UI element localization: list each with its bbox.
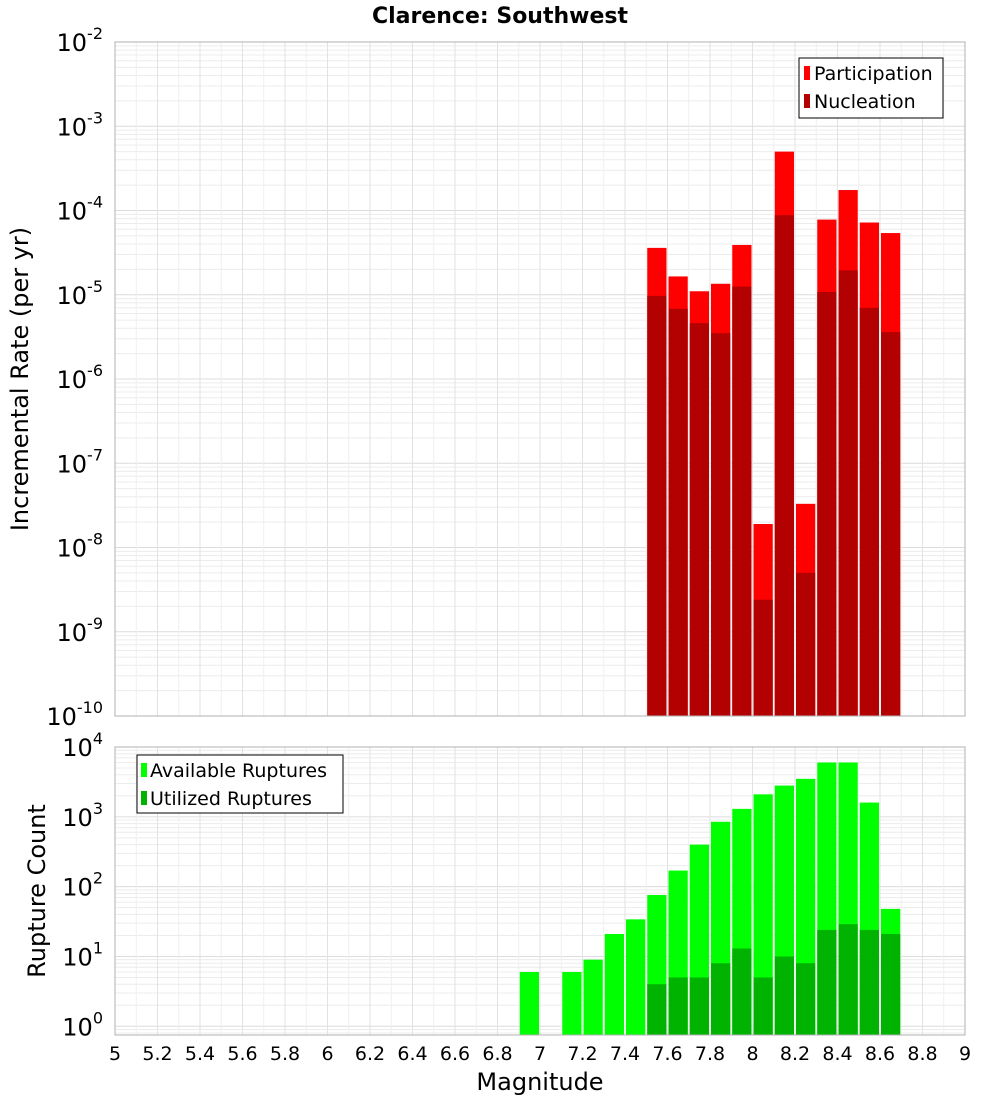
top-bar-nucleation xyxy=(796,572,816,716)
top-bar-nucleation xyxy=(732,286,752,716)
bottom-legend: Available Ruptures Utilized Ruptures xyxy=(136,754,344,814)
bottom-legend-box xyxy=(136,754,344,814)
bottom-y-axis-label: Rupture Count xyxy=(23,804,51,978)
bottom-bar-utilized-ruptures xyxy=(838,924,858,1035)
bottom-bar-utilized-ruptures xyxy=(753,977,773,1035)
legend-utilized-label: Utilized Ruptures xyxy=(150,788,312,810)
x-tick-label: 8.8 xyxy=(907,1043,937,1065)
bottom-bar-utilized-ruptures xyxy=(881,933,901,1035)
bottom-bar-utilized-ruptures xyxy=(689,977,709,1035)
top-panel: 10-10 10-9 10-8 10-7 10-6 10-5 10-4 10-3 10-2 In… xyxy=(6,24,966,731)
top-y-tick-label: 10-2 xyxy=(57,24,104,57)
top-grid xyxy=(114,41,966,717)
top-bar-nucleation xyxy=(647,295,667,716)
x-tick-label: 5 xyxy=(109,1043,121,1065)
x-tick-label: 6.6 xyxy=(440,1043,470,1065)
top-bar-nucleation xyxy=(859,307,879,716)
bottom-plot-border xyxy=(114,746,966,1036)
bottom-bar-available-ruptures xyxy=(519,971,539,1035)
x-tick-label: 8.4 xyxy=(822,1043,852,1065)
top-y-tick-label: 10-6 xyxy=(57,361,104,394)
x-tick-label: 6.8 xyxy=(482,1043,512,1065)
bottom-bar-available-ruptures xyxy=(583,959,603,1035)
x-tick-label: 7.4 xyxy=(610,1043,640,1065)
legend-utilized-swatch xyxy=(141,791,147,805)
x-tick-label: 8.6 xyxy=(865,1043,895,1065)
x-tick-label: 7.2 xyxy=(567,1043,597,1065)
bottom-y-tick-label: 100 xyxy=(62,1008,103,1041)
legend-participation-swatch xyxy=(804,66,810,80)
bottom-panel: 100 101 102 103 104 Rupture Count Available … xyxy=(23,729,966,1041)
legend-available-swatch xyxy=(141,763,147,777)
top-bar-nucleation xyxy=(838,270,858,716)
bottom-bar-utilized-ruptures xyxy=(774,956,794,1035)
bottom-y-tick-label: 102 xyxy=(62,869,103,902)
legend-available-label: Available Ruptures xyxy=(150,760,327,782)
top-y-tick-labels: 10-10 10-9 10-8 10-7 10-6 10-5 10-4 10-3 10-2 xyxy=(46,24,103,731)
top-bar-nucleation xyxy=(668,308,688,716)
chart-title: Clarence: Southwest xyxy=(372,4,629,29)
bottom-bar-utilized-ruptures xyxy=(711,963,731,1035)
bottom-bar-utilized-ruptures xyxy=(817,929,837,1035)
top-y-tick-label: 10-4 xyxy=(57,193,104,226)
top-bar-nucleation xyxy=(881,332,901,716)
top-y-tick-label: 10-7 xyxy=(57,445,104,478)
bottom-bar-available-ruptures xyxy=(604,933,624,1035)
bottom-bar-utilized-ruptures xyxy=(668,977,688,1035)
top-bar-nucleation xyxy=(711,333,731,716)
bottom-y-tick-label: 101 xyxy=(62,938,103,971)
bottom-y-tick-label: 104 xyxy=(62,729,103,762)
top-y-tick-label: 10-8 xyxy=(57,530,104,563)
top-y-tick-label: 10-9 xyxy=(57,614,104,647)
top-y-tick-label: 10-10 xyxy=(46,698,103,731)
legend-nucleation-label: Nucleation xyxy=(814,91,916,113)
x-axis-label: Magnitude xyxy=(476,1068,603,1096)
top-plot-border xyxy=(114,41,966,717)
bottom-y-tick-label: 103 xyxy=(62,799,103,832)
bottom-bar-utilized-ruptures xyxy=(732,948,752,1035)
x-tick-label: 6 xyxy=(321,1043,333,1065)
bottom-bar-utilized-ruptures xyxy=(796,963,816,1035)
x-tick-label: 8.2 xyxy=(780,1043,810,1065)
top-bar-nucleation xyxy=(689,323,709,716)
bottom-bar-available-ruptures xyxy=(626,919,646,1035)
top-legend-box xyxy=(798,57,944,119)
bottom-bar-available-ruptures xyxy=(562,971,582,1035)
top-legend: Participation Nucleation xyxy=(798,57,944,119)
bottom-bar-available-ruptures xyxy=(753,794,773,1035)
x-tick-label: 6.4 xyxy=(397,1043,427,1065)
x-tick-label: 5.8 xyxy=(270,1043,300,1065)
bottom-bar-utilized-ruptures xyxy=(859,929,879,1035)
x-tick-label: 7.8 xyxy=(695,1043,725,1065)
x-tick-label: 7.6 xyxy=(652,1043,682,1065)
x-tick-label: 9 xyxy=(959,1043,971,1065)
legend-nucleation-swatch xyxy=(804,94,810,108)
top-bar-nucleation xyxy=(753,599,773,716)
x-tick-label: 5.4 xyxy=(185,1043,215,1065)
x-tick-label: 6.2 xyxy=(355,1043,385,1065)
x-tick-label: 5.6 xyxy=(227,1043,257,1065)
x-tick-label: 7 xyxy=(534,1043,546,1065)
x-tick-labels: 5 5.2 5.4 5.6 5.8 6 6.2 6.4 6.6 6.8 7 7.2 7.4 7.6 7.8 8… xyxy=(109,1043,971,1065)
bottom-bars xyxy=(519,762,901,1035)
top-bar-nucleation xyxy=(817,291,837,716)
bottom-y-tick-labels: 100 101 102 103 104 xyxy=(62,729,103,1041)
top-bar-nucleation xyxy=(774,215,794,716)
top-bars xyxy=(647,151,901,717)
top-y-tick-label: 10-3 xyxy=(57,108,104,141)
legend-participation-label: Participation xyxy=(814,63,933,85)
bottom-bar-utilized-ruptures xyxy=(647,984,667,1035)
x-tick-label: 5.2 xyxy=(142,1043,172,1065)
x-tick-label: 8 xyxy=(746,1043,758,1065)
top-y-axis-label: Incremental Rate (per yr) xyxy=(6,227,34,531)
top-y-tick-label: 10-5 xyxy=(57,277,104,310)
